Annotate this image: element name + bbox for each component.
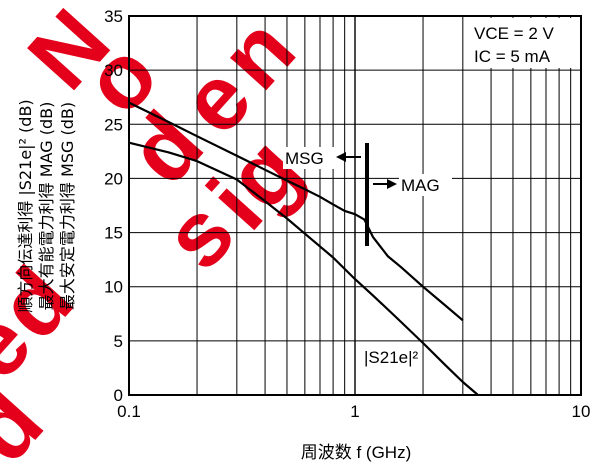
y-tick-label: 5 — [114, 332, 123, 351]
y-axis-label: 順方向伝達利得 |S21e|² (dB) 最大有能電力利得 MAG (dB) 最… — [16, 99, 77, 312]
y-axis-label-line-3: 最大安定電力利得 MSG (dB) — [58, 102, 77, 310]
y-tick-label: 0 — [114, 386, 123, 405]
y-tick-label: 10 — [104, 278, 123, 297]
y-tick-label: 35 — [104, 7, 123, 26]
x-tick-label: 10 — [572, 402, 591, 421]
grid — [129, 16, 581, 395]
y-tick-label: 25 — [104, 115, 123, 134]
y-axis-label-line-2: 最大有能電力利得 MAG (dB) — [37, 102, 56, 311]
mag-label: MAG — [401, 176, 440, 195]
x-tick-label: 1 — [350, 402, 359, 421]
vce-condition: VCE = 2 V — [474, 24, 555, 43]
y-axis-label-line-1: 順方向伝達利得 |S21e|² (dB) — [16, 99, 35, 312]
ic-condition: IC = 5 mA — [474, 47, 551, 66]
y-tick-label: 30 — [104, 61, 123, 80]
y-tick-label: 15 — [104, 224, 123, 243]
s21-label: |S21e|² — [364, 348, 419, 367]
x-axis-label: 周波数 f (GHz) — [301, 443, 412, 462]
y-tick-label: 20 — [104, 169, 123, 188]
msg-label: MSG — [285, 149, 324, 168]
